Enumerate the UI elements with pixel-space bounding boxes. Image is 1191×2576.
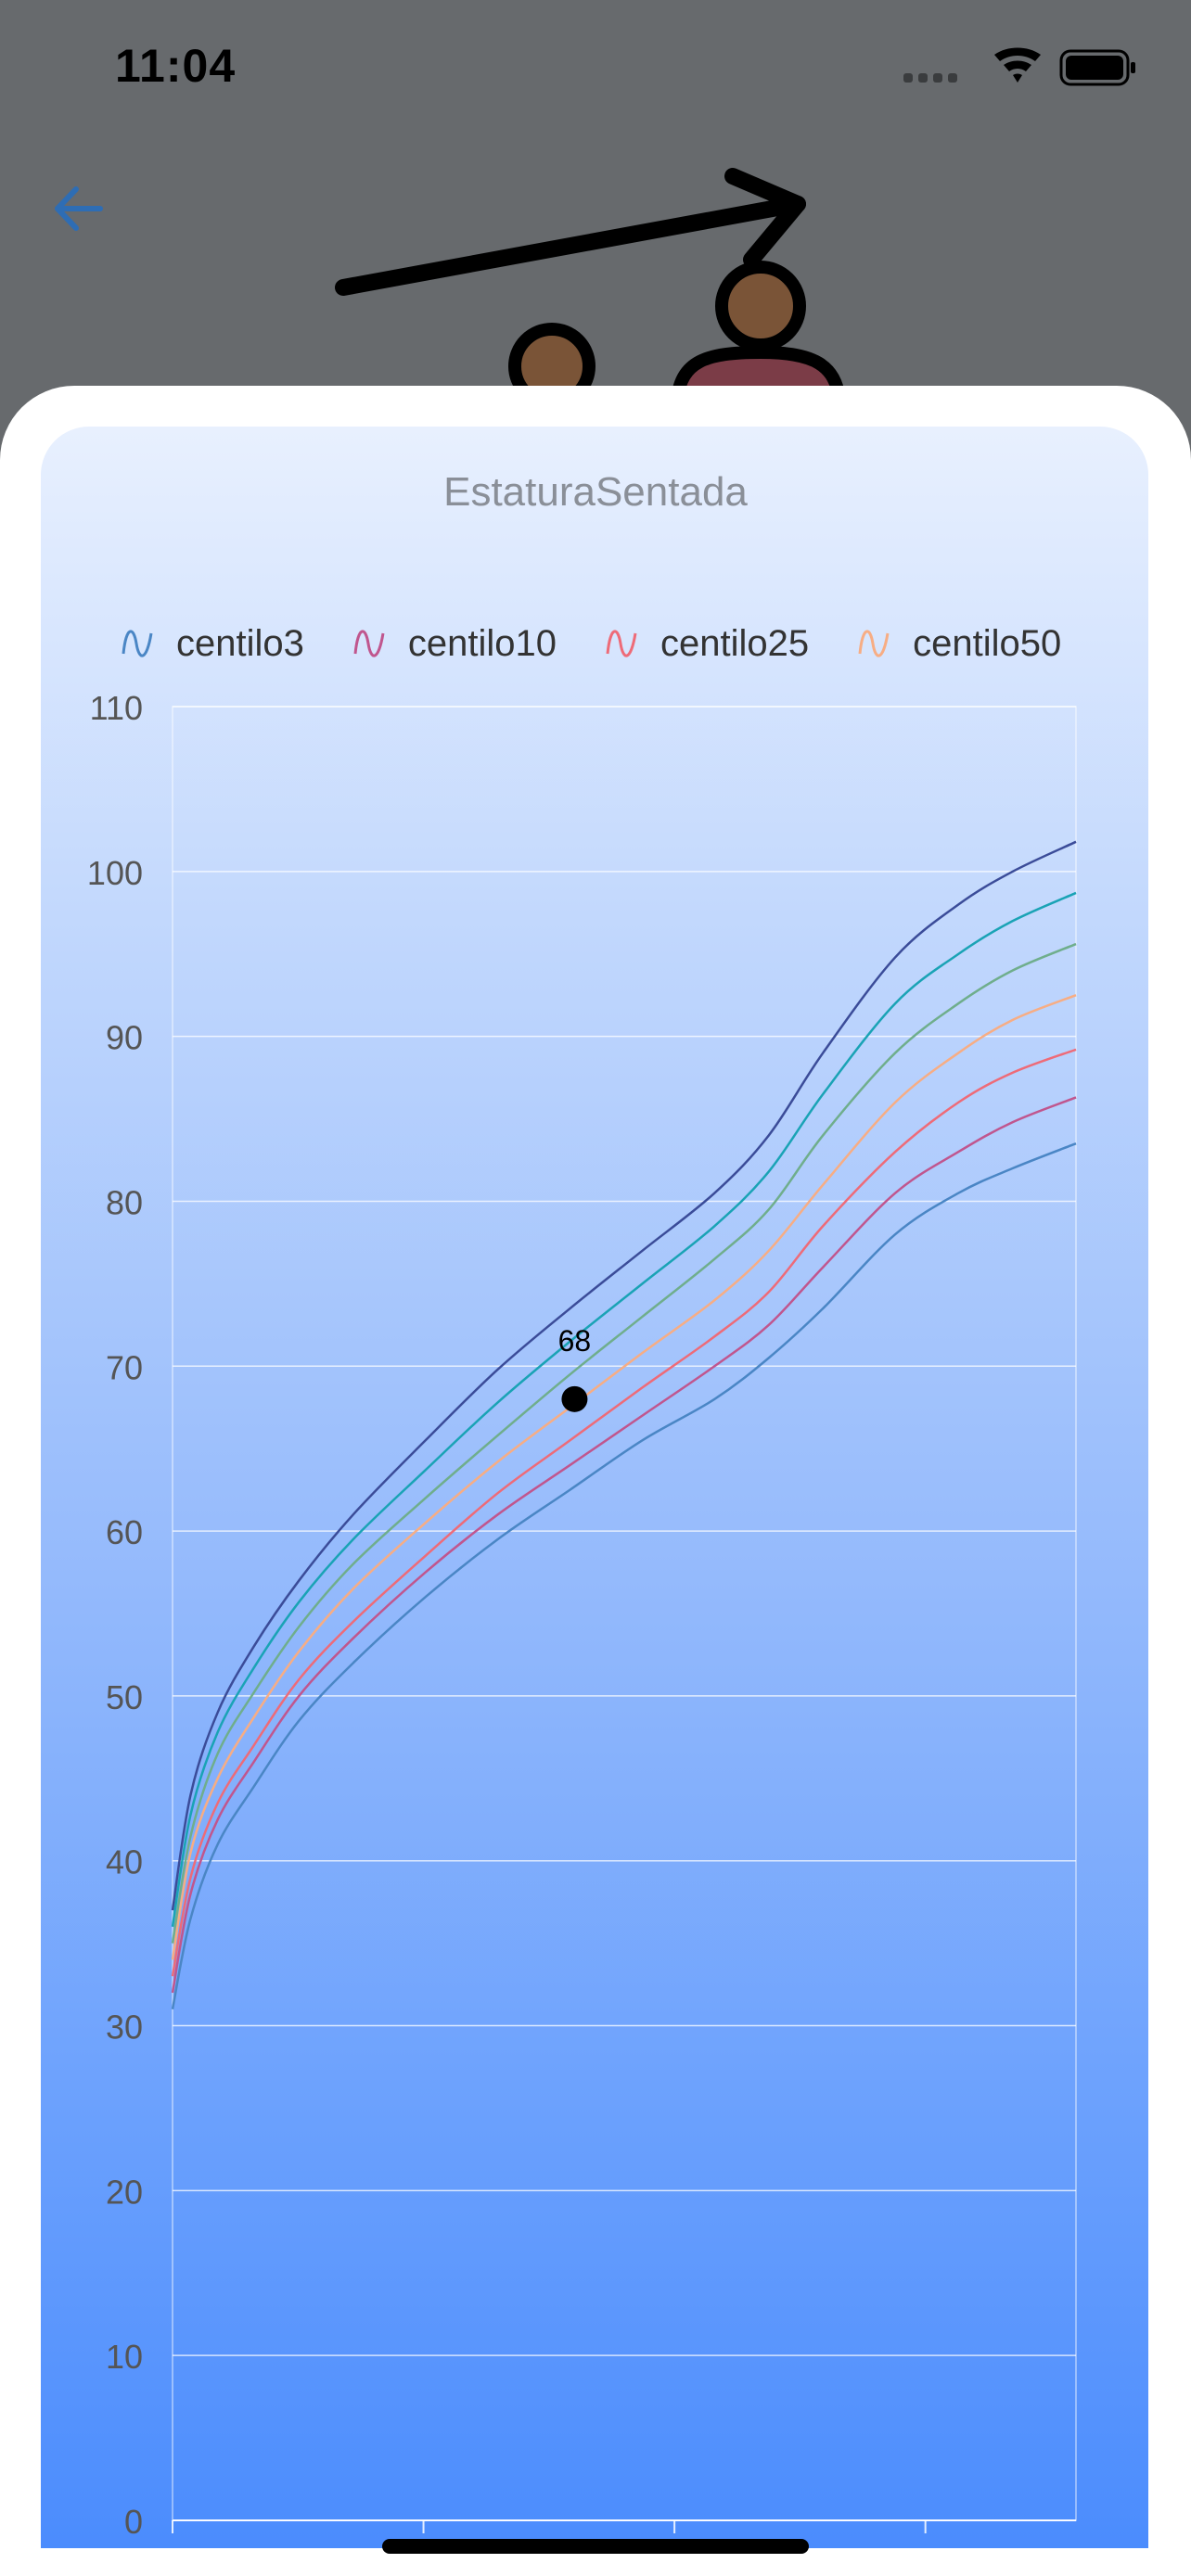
- status-bar: 11:04: [0, 0, 1191, 130]
- status-time: 11:04: [115, 40, 237, 92]
- legend-line-icon: [122, 631, 153, 657]
- status-icons: [903, 47, 1135, 86]
- chart-legend: centilo3 centilo10 centilo25 centilo50: [121, 621, 1081, 677]
- battery-icon: [1059, 49, 1135, 86]
- legend-line-icon: [353, 631, 385, 657]
- y-tick-label: 50: [106, 1678, 143, 1716]
- series-line-centilo10: [171, 1096, 1077, 1994]
- arrow-left-icon: [55, 186, 103, 231]
- legend-line-icon: [858, 631, 890, 657]
- wifi-icon: [994, 47, 1041, 83]
- series-line-centilo90: [171, 891, 1077, 1928]
- y-tick-label: 60: [106, 1513, 143, 1551]
- series-line-centilo97: [171, 840, 1077, 1911]
- y-tick-label: 90: [106, 1019, 143, 1057]
- data-point: [561, 1385, 588, 1412]
- chart-title: EstaturaSentada: [443, 469, 748, 515]
- y-tick-label: 20: [106, 2173, 143, 2211]
- y-tick-label: 30: [106, 2009, 143, 2047]
- y-tick-label: 80: [106, 1183, 143, 1221]
- chart-card: [41, 427, 1148, 2548]
- legend-item-centilo3[interactable]: centilo3: [121, 621, 304, 665]
- back-button[interactable]: [48, 176, 113, 241]
- series-line-centilo75: [171, 942, 1077, 1944]
- cellular-signal-icon: [903, 73, 957, 83]
- y-tick-label: 100: [87, 854, 143, 892]
- legend-item-centilo25[interactable]: centilo25: [605, 621, 809, 665]
- legend-item-centilo50[interactable]: centilo50: [857, 621, 1061, 665]
- legend-line-icon: [606, 631, 637, 657]
- series-line-centilo3: [171, 1142, 1077, 2010]
- y-tick-label: 10: [106, 2338, 143, 2376]
- legend-item-centilo10[interactable]: centilo10: [352, 621, 557, 665]
- y-tick-label: 0: [124, 2503, 143, 2541]
- series-line-centilo50: [171, 994, 1077, 1960]
- home-indicator: [382, 2539, 809, 2554]
- y-tick-label: 70: [106, 1348, 143, 1386]
- growth-illustration-icon: [335, 168, 847, 399]
- y-tick-label: 40: [106, 1843, 143, 1881]
- y-tick-label: 110: [90, 689, 143, 727]
- series-line-centilo25: [171, 1048, 1077, 1977]
- data-point-label: 68: [558, 1324, 592, 1358]
